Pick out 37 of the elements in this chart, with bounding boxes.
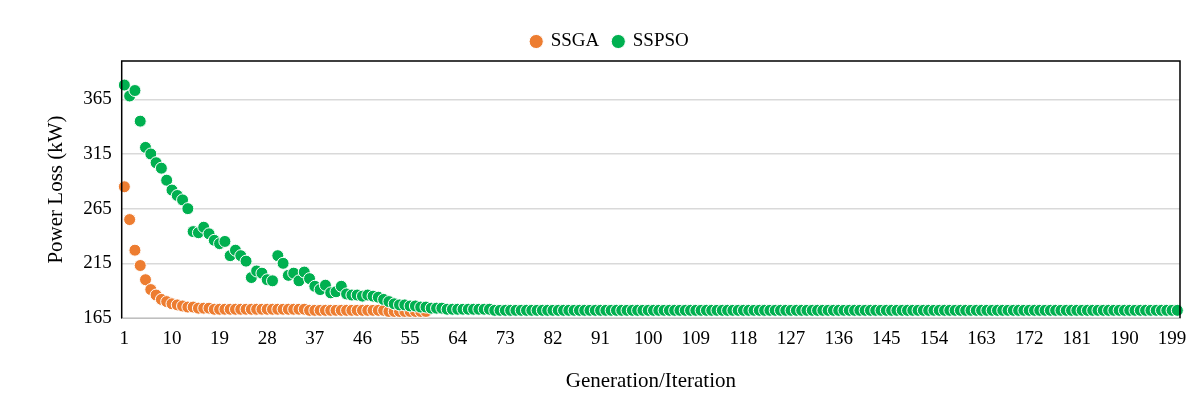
x-tick-label: 181 — [1062, 327, 1092, 349]
x-tick-label: 199 — [1157, 327, 1187, 349]
x-tick-label: 46 — [352, 327, 372, 349]
x-tick-label: 190 — [1110, 327, 1139, 349]
x-axis-title: Generation/Iteration — [565, 367, 737, 392]
x-tick-label: 127 — [776, 327, 806, 349]
y-tick-label: 265 — [83, 196, 112, 218]
y-axis-title: Power Loss (kW) — [43, 115, 68, 264]
x-tick-label: 91 — [591, 327, 611, 349]
x-tick-label: 64 — [448, 327, 468, 349]
x-tick-label: 145 — [872, 327, 901, 349]
y-tick-label: 365 — [83, 87, 112, 109]
x-tick-label: 37 — [305, 327, 325, 349]
x-tick-label: 55 — [400, 327, 420, 349]
x-tick-label: 136 — [824, 327, 853, 349]
legend-label: SSPSO — [632, 29, 689, 51]
x-tick-label: 100 — [633, 327, 663, 349]
x-tick-label: 19 — [210, 327, 230, 349]
point — [117, 180, 131, 194]
x-tick-label: 28 — [257, 327, 277, 349]
y-tick-label: 165 — [83, 305, 112, 327]
x-tick-label: 82 — [543, 327, 563, 349]
x-tick-label: 1 — [119, 327, 130, 349]
x-tick-label: 10 — [162, 327, 182, 349]
x-tick-label: 73 — [495, 327, 515, 349]
point — [123, 213, 137, 227]
point — [133, 259, 147, 273]
y-tick-label: 315 — [83, 141, 112, 163]
y-tick-label: 215 — [83, 251, 112, 273]
x-tick-label: 163 — [967, 327, 996, 349]
legend-label: SSGA — [550, 29, 600, 51]
x-tick-label: 109 — [681, 327, 711, 349]
point — [128, 243, 142, 257]
x-tick-label: 118 — [729, 327, 758, 349]
x-tick-label: 172 — [1014, 327, 1044, 349]
point — [139, 273, 153, 287]
x-tick-label: 154 — [919, 327, 949, 349]
